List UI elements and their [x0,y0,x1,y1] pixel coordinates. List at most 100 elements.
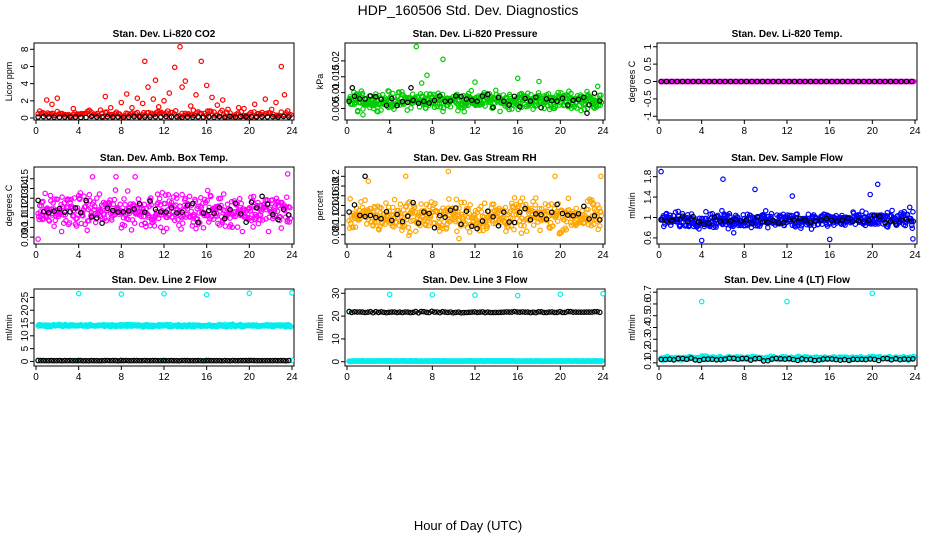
data-point [53,357,60,364]
data-point [136,357,143,364]
data-point [184,202,191,209]
data-point [273,99,279,106]
data-point [38,203,45,209]
data-point [791,217,798,224]
data-point [584,110,590,117]
data-point [179,84,185,90]
data-point [120,357,127,364]
data-point [64,357,71,364]
data-point [898,217,904,223]
data-point [136,200,143,207]
data-point [62,357,68,364]
data-point [352,224,359,230]
data-point [203,357,209,364]
data-point [564,102,571,108]
x-tick-label: 24 [286,372,298,383]
data-point [104,113,111,120]
data-point [281,92,288,98]
data-point [410,309,416,316]
data-point [425,102,432,109]
data-point [362,197,368,203]
data-point [684,78,691,85]
data-point [418,80,425,86]
data-point [583,309,590,315]
data-point [372,308,379,315]
data-point [412,228,419,235]
data-point [432,200,438,207]
data-point [188,208,195,215]
data-point [780,219,787,226]
data-point [874,181,881,188]
data-point [802,78,808,85]
data-point [229,224,236,231]
data-point [564,308,571,315]
data-point [722,218,728,225]
data-point [495,94,502,101]
data-point [43,357,49,364]
y-tick-label: 10 [20,330,31,342]
data-point [174,210,180,216]
data-point [195,219,201,226]
data-point [232,213,239,220]
data-point [45,357,52,364]
data-point [238,113,244,120]
data-point [370,105,377,112]
data-point [289,357,294,363]
x-tick-label: 24 [597,250,609,261]
data-point [94,114,100,120]
data-point [211,210,217,217]
data-point [42,190,48,197]
data-point [866,217,872,224]
data-point [372,93,379,100]
data-point [277,357,284,364]
data-point [216,204,223,211]
data-point [250,224,256,230]
data-point [594,308,600,315]
data-point [500,98,507,105]
data-point [70,105,77,112]
data-point [89,174,96,180]
x-tick-label: 12 [158,250,170,261]
data-point [762,208,769,214]
data-point [259,217,266,223]
data-point [474,225,480,232]
y-axis-label: degrees C [4,184,14,226]
data-point [118,291,125,297]
data-point [375,309,382,316]
data-point [471,309,478,315]
data-point [178,226,184,232]
x-tick-label: 4 [387,372,393,383]
data-point [227,206,233,213]
data-point [550,223,556,229]
data-point [591,90,598,97]
data-point [256,357,263,364]
data-point [695,219,702,225]
data-point [461,108,468,115]
data-point [514,292,521,299]
data-point [102,357,108,364]
x-tick-label: 0 [33,250,39,261]
data-point [132,174,139,180]
data-point [198,357,204,364]
x-tick-label: 8 [742,126,748,137]
data-point [478,203,484,210]
data-point [160,357,167,364]
data-point [147,195,154,201]
data-point [658,217,664,223]
data-point [476,309,483,316]
data-point [388,95,395,102]
data-point [768,210,775,217]
data-point [126,114,132,120]
data-point [78,357,84,364]
data-point [67,357,73,364]
y-tick-label: 0.15 [20,169,31,189]
data-point [425,223,432,229]
y-axis-label: Licor ppm [4,62,14,102]
panel-title: Stan. Dev. Li-820 Pressure [413,29,538,40]
data-point [754,78,760,85]
data-point [104,205,111,212]
data-point [732,216,739,223]
data-point [519,195,526,201]
data-point [171,357,177,364]
data-point [902,222,909,229]
